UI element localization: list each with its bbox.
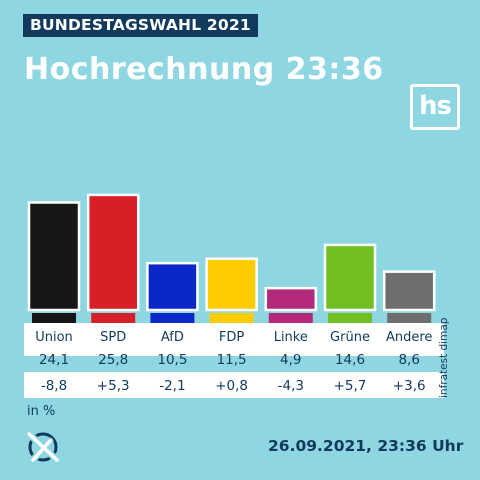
- bar-union: [27, 201, 81, 312]
- value-label: 11,5: [217, 352, 247, 368]
- swatch-spd: [91, 313, 136, 323]
- timestamp: 26.09.2021, 23:36 Uhr: [268, 437, 464, 455]
- category-label: FDP: [219, 330, 244, 345]
- category-label: Union: [35, 330, 73, 345]
- category-label: Linke: [274, 330, 308, 345]
- change-label: +0,8: [215, 378, 248, 394]
- category-label: Andere: [386, 330, 432, 345]
- category-label: Grüne: [330, 330, 370, 345]
- change-label: +5,3: [97, 378, 130, 394]
- value-label: 25,8: [98, 352, 128, 368]
- swatch-andere: [387, 313, 432, 323]
- unit-label: in %: [27, 404, 56, 419]
- category-label: SPD: [100, 330, 126, 345]
- hs-logo: hs: [410, 84, 460, 130]
- change-label: +3,6: [393, 378, 426, 394]
- values-row: [24, 323, 444, 356]
- ballot-cross-icon: [25, 430, 61, 464]
- change-label: +5,7: [334, 378, 367, 394]
- value-label: 4,9: [280, 352, 301, 368]
- bar-chart: Union 24,1 -8,8 SPD 25,8 +5,3 AfD 10,5 -2,1 FDP 11…: [24, 193, 444, 398]
- source-label: infratest dimap: [438, 317, 450, 398]
- value-label: 14,6: [335, 352, 365, 368]
- bar-afd: [146, 261, 199, 312]
- swatch-fdp: [209, 313, 254, 323]
- changes-row: [24, 372, 444, 398]
- swatch-afd: [150, 313, 195, 323]
- change-label: -8,8: [41, 378, 67, 394]
- page-title: Hochrechnung 23:36: [24, 52, 384, 87]
- bar-spd: [86, 193, 140, 312]
- bar-andere: [382, 270, 436, 312]
- category-label: AfD: [161, 330, 184, 345]
- bar-grüne: [323, 243, 377, 312]
- swatch-linke: [268, 313, 313, 323]
- value-label: 8,6: [398, 352, 419, 368]
- bar-linke: [264, 286, 318, 312]
- swatch-union: [32, 313, 76, 323]
- swatch-grüne: [328, 313, 372, 323]
- election-tag: BUNDESTAGSWAHL 2021: [23, 14, 258, 37]
- value-label: 10,5: [157, 352, 187, 368]
- bar-fdp: [205, 257, 258, 312]
- change-label: -2,1: [159, 378, 185, 394]
- change-label: -4,3: [278, 378, 304, 394]
- value-label: 24,1: [39, 352, 69, 368]
